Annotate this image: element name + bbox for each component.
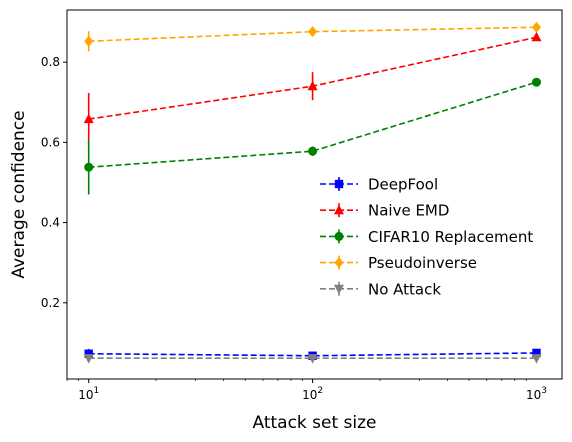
- legend-label: Pseudoinverse: [368, 254, 477, 272]
- x-tick-label-0: 101: [78, 386, 99, 402]
- data-point: [531, 77, 541, 87]
- x-tick-label-1: 102: [302, 386, 323, 402]
- legend-label: CIFAR10 Replacement: [368, 228, 533, 246]
- data-point: [83, 113, 94, 124]
- series-line: [88, 352, 537, 357]
- legend-item-cifar10-replacement: CIFAR10 Replacement: [320, 228, 533, 246]
- plot-frame: [66, 9, 563, 380]
- x-tick-exponent: 2: [317, 386, 323, 396]
- legend-marker: [334, 204, 344, 215]
- legend-item-pseudoinverse: Pseudoinverse: [320, 254, 477, 272]
- data-point: [84, 349, 93, 358]
- y-tick-label-2: 0.6: [41, 135, 60, 149]
- legend-label: DeepFool: [368, 176, 438, 194]
- data-point: [531, 21, 541, 33]
- legend-marker: [334, 284, 344, 295]
- plot-area: [67, 10, 562, 379]
- series-no-attack: [83, 354, 542, 364]
- data-point: [84, 35, 94, 47]
- data-point: [531, 31, 542, 42]
- y-axis-label: Average confidence: [9, 110, 29, 278]
- legend-item-no-attack: No Attack: [320, 280, 441, 298]
- series-line: [88, 26, 537, 43]
- data-point: [308, 146, 318, 156]
- data-point: [308, 26, 318, 38]
- series-naive-emd: [83, 31, 542, 146]
- legend-item-deepfool: DeepFool: [320, 176, 438, 194]
- x-tick-base: 10: [526, 388, 541, 402]
- data-point: [84, 162, 94, 172]
- legend-marker: [334, 231, 344, 241]
- legend-label: Naive EMD: [368, 202, 449, 220]
- series-layer: [83, 21, 542, 364]
- x-tick-label-2: 103: [526, 386, 547, 402]
- x-tick-exponent: 1: [93, 386, 99, 396]
- y-tick-label-1: 0.4: [41, 216, 60, 230]
- data-point: [532, 348, 541, 358]
- data-point: [531, 354, 542, 364]
- x-tick-exponent: 3: [541, 386, 547, 396]
- x-tick-base: 10: [78, 388, 93, 402]
- legend-label: No Attack: [368, 280, 441, 298]
- x-tick-base: 10: [302, 388, 317, 402]
- x-axis-label: Attack set size: [252, 413, 376, 433]
- data-point: [307, 80, 318, 91]
- series-pseudoinverse: [84, 21, 541, 52]
- legend: DeepFool Naive EMD CIFAR10 Replacement Pseu…: [320, 176, 533, 298]
- series-line: [88, 81, 537, 169]
- legend-marker: [334, 257, 344, 269]
- data-point: [83, 354, 94, 364]
- y-tick-label-0: 0.2: [41, 296, 60, 310]
- legend-item-naive-emd: Naive EMD: [320, 202, 449, 220]
- y-tick-label-3: 0.8: [41, 55, 60, 69]
- legend-marker: [334, 179, 344, 189]
- data-point: [307, 354, 318, 364]
- series-cifar10-replacement: [84, 77, 541, 195]
